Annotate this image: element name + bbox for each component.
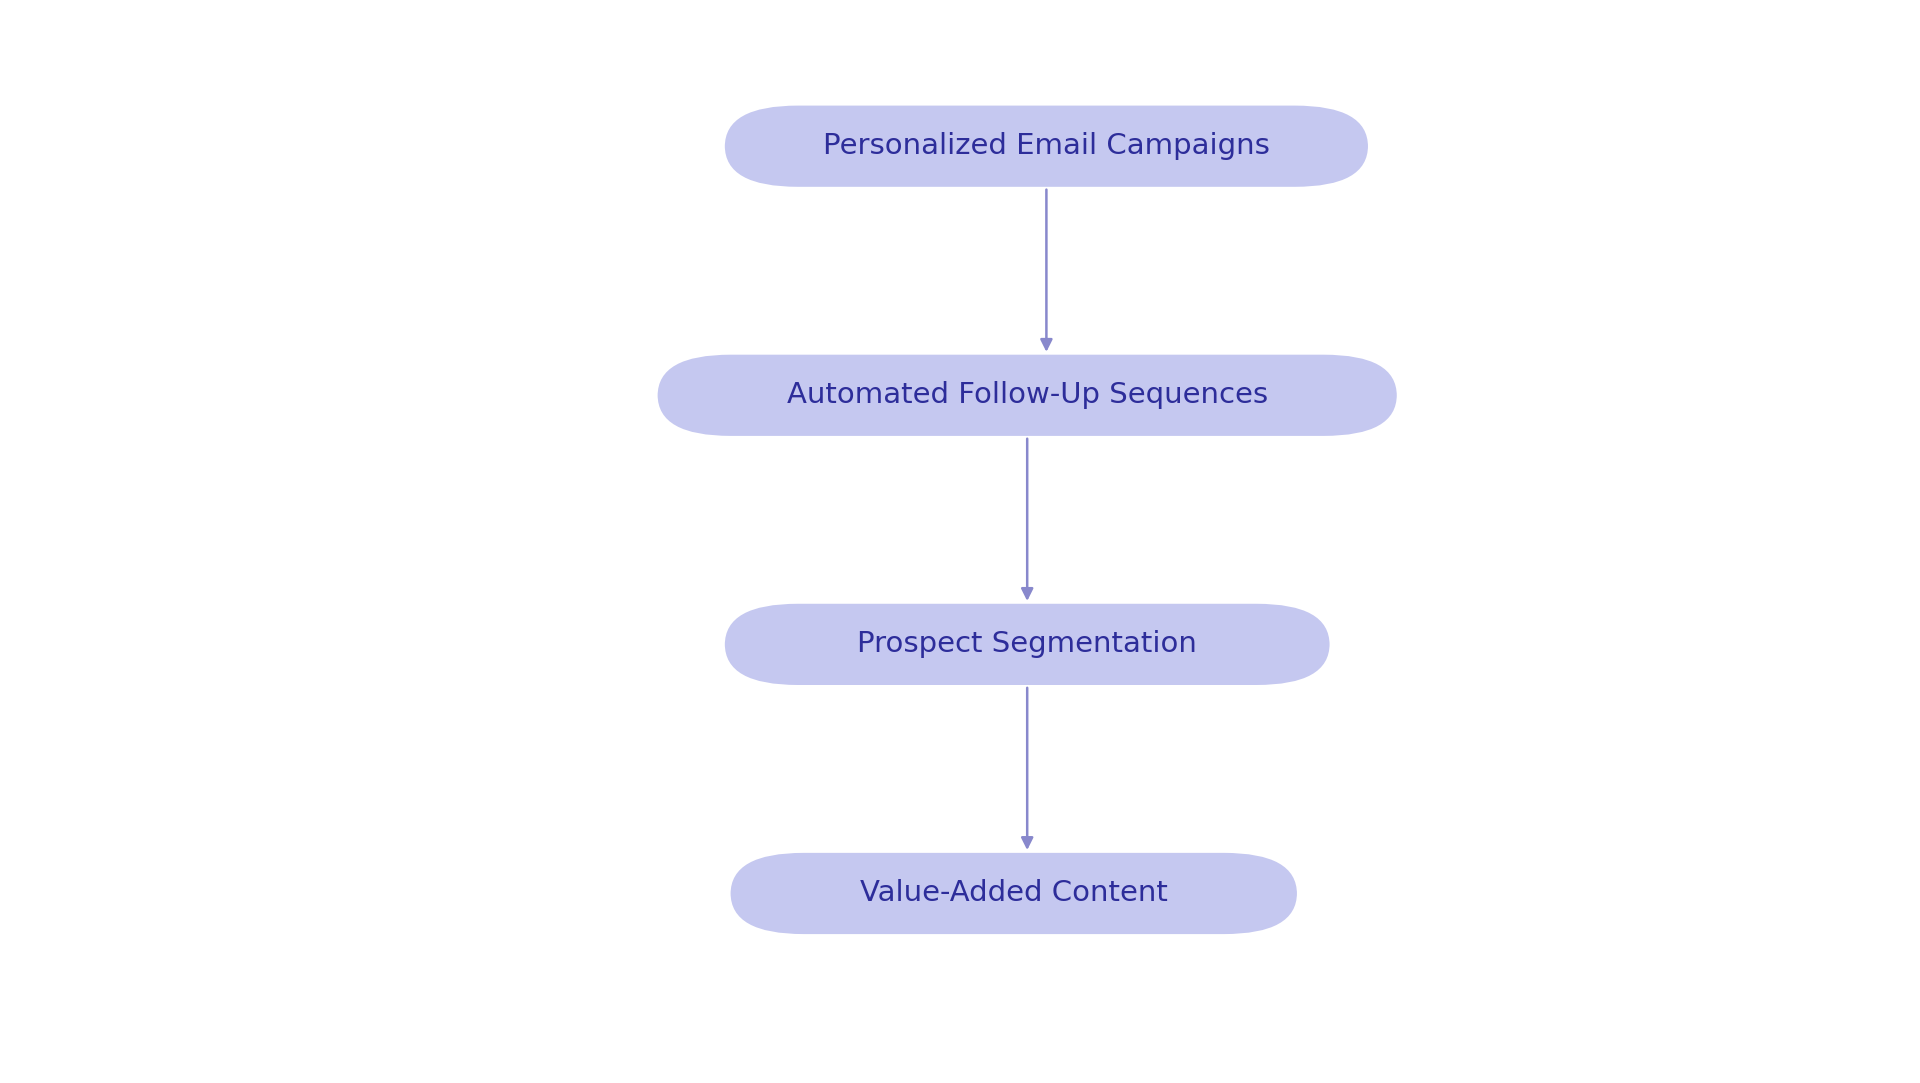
Text: Value-Added Content: Value-Added Content bbox=[860, 879, 1167, 908]
FancyBboxPatch shape bbox=[732, 853, 1298, 934]
FancyBboxPatch shape bbox=[726, 603, 1331, 684]
Text: Personalized Email Campaigns: Personalized Email Campaigns bbox=[824, 132, 1269, 160]
Text: Prospect Segmentation: Prospect Segmentation bbox=[856, 630, 1198, 658]
FancyBboxPatch shape bbox=[657, 355, 1398, 435]
Text: Automated Follow-Up Sequences: Automated Follow-Up Sequences bbox=[787, 381, 1267, 409]
FancyBboxPatch shape bbox=[726, 106, 1369, 186]
